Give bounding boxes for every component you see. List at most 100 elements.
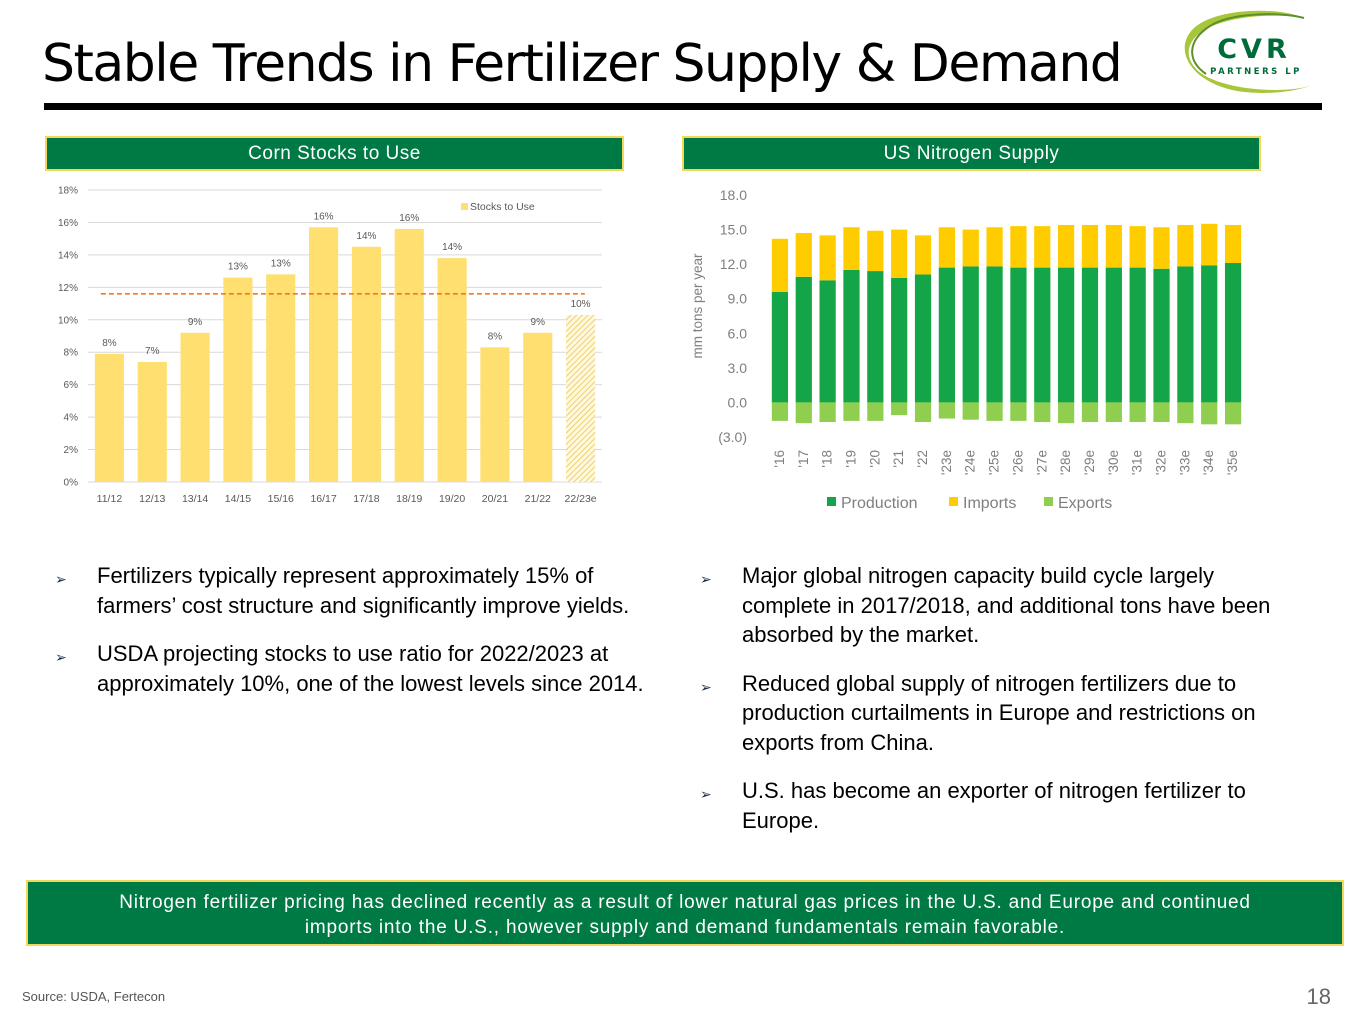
x-tick-label: '30e [1106,450,1121,475]
data-label: 14% [442,242,462,253]
arrow-bullet-icon: ➢ [55,571,67,587]
legend-label: Exports [1058,495,1112,512]
y-tick-label: 6.0 [728,325,748,341]
x-tick-label: '18 [820,450,835,468]
source-note: Source: USDA, Fertecon [22,989,166,1004]
bar-production [843,269,860,403]
bar-production [1058,267,1075,403]
bullet-item: ➢ U.S. has become an exporter of nitroge… [700,776,1300,835]
y-tick-label: 12% [58,283,78,294]
bar-production [795,276,812,403]
data-label: 9% [188,317,203,328]
bar-exports [867,402,884,421]
x-tick-label: '23e [939,450,954,475]
page-title: Stable Trends in Fertilizer Supply & Dem… [42,34,1123,94]
y-axis-label: mm tons per year [690,253,705,359]
bar-imports [795,233,812,277]
y-tick-label: 12.0 [720,256,747,272]
bar-exports [914,402,932,423]
nitrogen-chart-header: US Nitrogen Supply [682,136,1261,171]
bar-production [891,277,908,403]
logo-name: CVR [1217,34,1291,65]
arrow-bullet-icon: ➢ [700,571,712,587]
bar [94,353,124,482]
bar-imports [1201,223,1218,266]
bar-exports [1081,402,1099,423]
bar-production [867,271,884,403]
bar-imports [843,227,860,270]
bar-production [1177,266,1194,403]
bar-production [986,266,1003,403]
bar-exports [1224,402,1242,425]
data-label: 9% [531,317,546,328]
x-tick-label: 16/17 [310,493,336,505]
bar-imports [962,229,979,267]
bar [266,274,296,482]
x-tick-label: 15/16 [268,493,294,505]
data-label: 10% [571,299,591,310]
x-tick-label: 19/20 [439,493,465,505]
data-label: 14% [356,231,376,242]
arrow-bullet-icon: ➢ [700,786,712,802]
bar [309,227,339,482]
bar-exports [1129,402,1146,423]
x-tick-label: '31e [1130,450,1145,475]
bar-production [938,267,955,403]
bar-exports [986,402,1003,421]
bullet-item: ➢ USDA projecting stocks to use ratio fo… [55,639,655,698]
nitrogen-supply-chart: (3.0) 0.0 3.0 6.0 9.0 12.0 15.0 18.0 mm tons per… [690,187,1242,512]
corn-chart-header: Corn Stocks to Use [45,136,624,171]
x-tick-label: '16 [772,450,787,468]
banner-line-1: Nitrogen fertilizer pricing has declined… [119,892,1251,913]
bar [566,314,596,482]
legend-swatch [1044,497,1053,506]
bar-imports [1224,224,1242,263]
bar-imports [819,235,836,281]
bar-exports [1177,402,1194,424]
data-label: 7% [145,346,160,357]
y-tick-label: 15.0 [720,222,747,238]
bar-imports [1153,227,1170,269]
x-tick-label: '33e [1177,450,1192,475]
x-tick-label: '20 [867,450,882,468]
y-tick-label: 16% [58,218,78,229]
x-tick-label: '17 [796,450,811,468]
logo-subtitle: PARTNERS LP [1210,67,1302,77]
x-tick-label: '27e [1034,450,1049,475]
bar-imports [1105,224,1122,268]
y-tick-label: (3.0) [718,429,747,445]
bar-imports [891,229,908,278]
bar-production [1081,267,1099,403]
x-tick-label: 17/18 [353,493,379,505]
bar-production [962,266,979,403]
x-tick-label: '22 [915,450,930,468]
left-bullet-list: ➢ Fertilizers typically represent approx… [55,561,655,717]
x-tick-label: 22/23e [565,493,597,505]
data-label: 16% [399,213,419,224]
arrow-bullet-icon: ➢ [55,649,67,665]
y-tick-label: 0% [64,478,79,489]
x-tick-label: '29e [1082,450,1097,475]
bar-exports [1201,402,1218,425]
legend-label: Imports [963,495,1016,512]
bar-production [819,280,836,403]
x-tick-label: '26e [1010,450,1025,475]
legend-label: Stocks to Use [470,201,535,213]
bar-imports [1129,226,1146,268]
y-tick-label: 18% [58,186,78,197]
x-tick-label: '28e [1058,450,1073,475]
bar-imports [986,227,1003,267]
bar-imports [867,230,884,272]
bar-imports [914,235,932,275]
title-underline [44,103,1322,110]
bar-exports [1153,402,1170,423]
y-tick-label: 9.0 [728,291,748,307]
bar-imports [771,238,789,292]
x-tick-label: '21 [891,450,906,468]
y-tick-label: 3.0 [728,360,748,376]
x-tick-label: 13/14 [182,493,208,505]
bar-exports [819,402,836,423]
bar-production [771,291,789,403]
bar [394,228,424,482]
bar [180,332,210,482]
